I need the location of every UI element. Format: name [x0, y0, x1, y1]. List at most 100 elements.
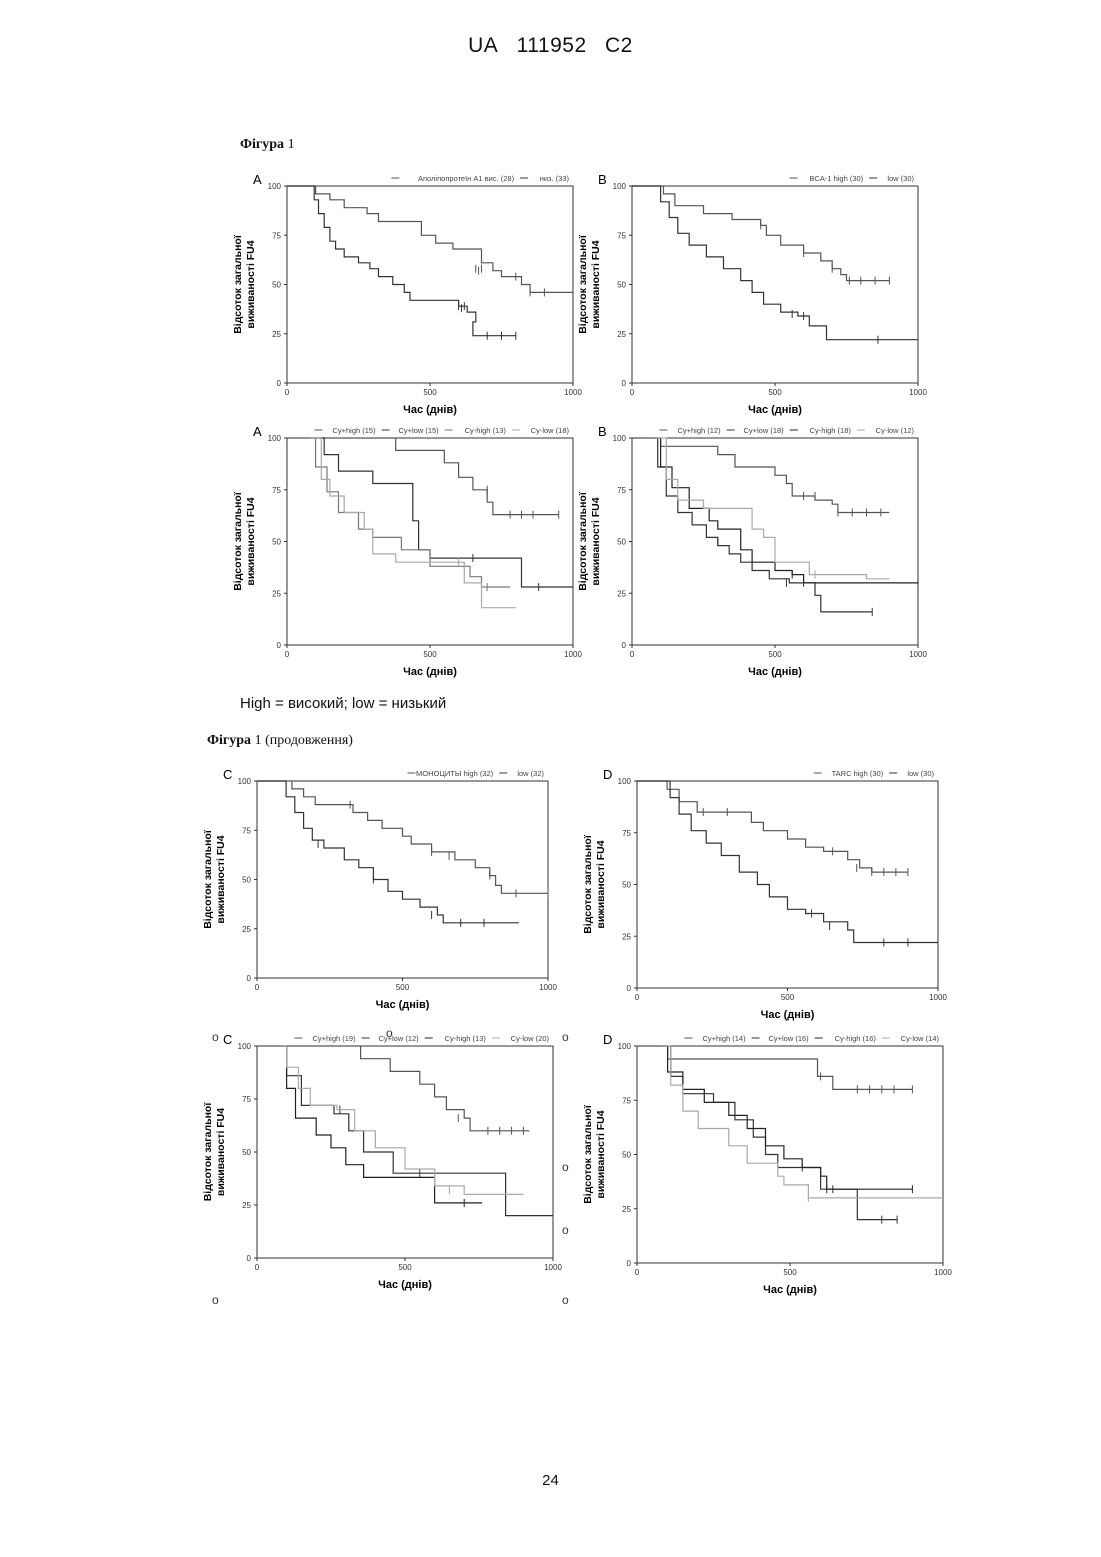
plot-frame [637, 781, 938, 988]
y-tick-label: 75 [272, 231, 281, 240]
y-tick-label: 100 [238, 1042, 252, 1051]
legend-entry: BCA-1 high (30) [809, 174, 863, 183]
plot-frame [257, 781, 548, 978]
x-tick-label: 0 [255, 983, 260, 992]
legend-entry: Cy+high (12) [677, 426, 721, 435]
legend-entry: Cy-high (13) [465, 426, 507, 435]
y-tick-label: 0 [277, 379, 282, 388]
x-tick-label: 0 [285, 650, 290, 659]
x-axis-label: Час (днів) [761, 1009, 815, 1021]
y-axis-label-line2: виживаності FU4 [245, 240, 257, 328]
x-tick-label: 500 [768, 650, 782, 659]
legend-entry: МОНОЦИТЫ high (32) [416, 769, 494, 778]
y-tick-label: 0 [247, 1254, 252, 1263]
legend-entry: Cy+high (15) [332, 426, 376, 435]
figure-continued-title: Фігура 1 (продовження) [207, 733, 353, 749]
x-axis-label: Час (днів) [403, 666, 457, 678]
survival-curve [662, 1046, 944, 1198]
y-tick-label: 0 [627, 984, 632, 993]
x-tick-label: 1000 [909, 650, 927, 659]
legend-entry: Cy-high (13) [445, 1034, 487, 1043]
y-tick-label: 100 [618, 777, 632, 786]
y-axis-label-line1: Відсоток загальної [582, 834, 594, 934]
panel-letter: A [253, 424, 262, 439]
x-tick-label: 1000 [929, 993, 947, 1002]
chart-panel-B1: Blow (30)BCA-1 high (30)0255075100050010… [570, 170, 930, 425]
survival-curve [257, 781, 519, 923]
margin-circle-mark: o [212, 1030, 219, 1044]
x-tick-label: 500 [423, 650, 437, 659]
y-tick-label: 0 [277, 641, 282, 650]
x-tick-label: 1000 [539, 983, 557, 992]
x-tick-label: 0 [285, 388, 290, 397]
y-tick-label: 75 [617, 486, 626, 495]
patent-number: 111952 [517, 34, 587, 57]
survival-curve [662, 1046, 898, 1220]
y-tick-label: 50 [272, 538, 281, 547]
x-tick-label: 500 [781, 993, 795, 1002]
margin-circle-mark: o [212, 1293, 219, 1307]
y-axis-label-line2: виживаності FU4 [595, 1110, 607, 1198]
figure-label: Фігура [207, 733, 251, 748]
y-tick-label: 0 [627, 1259, 632, 1268]
x-tick-label: 1000 [909, 388, 927, 397]
survival-curve [655, 438, 918, 583]
panel-letter: B [598, 172, 607, 187]
abbreviation-note: High = високий; low = низький [240, 695, 446, 712]
chart-panel-D2: DCy-low (14)Cy-high (16)Cy+low (16)Cy+hi… [575, 1030, 955, 1305]
y-axis-label-line2: виживаності FU4 [245, 497, 257, 585]
legend-entry: Cy-low (12) [876, 426, 915, 435]
y-tick-label: 100 [618, 1042, 632, 1051]
panel-letter: A [253, 172, 262, 187]
y-tick-label: 25 [622, 932, 631, 941]
figure-continued-suffix: (продовження) [265, 733, 353, 748]
legend-entry: Cy+low (15) [398, 426, 439, 435]
x-tick-label: 0 [630, 388, 635, 397]
margin-circle-mark: o [562, 1223, 569, 1237]
y-tick-label: 25 [242, 1201, 251, 1210]
legend-entry: Cy-high (18) [810, 426, 852, 435]
survival-curve [281, 1046, 524, 1194]
legend-entry: Cy-low (14) [901, 1034, 940, 1043]
y-tick-label: 50 [622, 1151, 631, 1160]
survival-curve [655, 438, 872, 612]
survival-curve [310, 438, 510, 587]
figure-label: Фігура [240, 137, 284, 152]
y-axis-label-line1: Відсоток загальної [232, 491, 244, 591]
y-tick-label: 50 [242, 1148, 251, 1157]
y-tick-label: 25 [272, 589, 281, 598]
y-tick-label: 100 [238, 777, 252, 786]
survival-curve [632, 186, 918, 340]
x-tick-label: 500 [398, 1263, 412, 1272]
legend-entry: low (32) [517, 769, 544, 778]
plot-frame [287, 438, 573, 645]
figure-number: 1 [288, 137, 295, 152]
y-axis-label-line2: виживаності FU4 [215, 835, 227, 923]
y-axis-label-line1: Відсоток загальної [577, 234, 589, 334]
y-axis-label-line2: виживаності FU4 [215, 1108, 227, 1196]
y-tick-label: 25 [272, 330, 281, 339]
panel-letter: D [603, 1032, 612, 1047]
x-axis-label: Час (днів) [378, 1279, 432, 1291]
x-tick-label: 500 [423, 388, 437, 397]
chart-panel-A1: Aниз. (33)Аполіпопротеїн А1 вис. (28)025… [225, 170, 585, 425]
y-tick-label: 25 [617, 330, 626, 339]
y-tick-label: 50 [272, 281, 281, 290]
survival-curve [281, 1046, 482, 1203]
panel-letter: D [603, 767, 612, 782]
x-axis-label: Час (днів) [403, 404, 457, 416]
y-tick-label: 0 [622, 641, 627, 650]
legend-entry: Cy-low (18) [531, 426, 570, 435]
legend-entry: Cy+low (16) [768, 1034, 809, 1043]
x-axis-label: Час (днів) [748, 666, 802, 678]
y-tick-label: 100 [268, 182, 282, 191]
y-axis-label-line2: виживаності FU4 [590, 240, 602, 328]
margin-circle-mark: o [562, 1030, 569, 1044]
margin-circle-mark: o [386, 1026, 393, 1040]
y-axis-label-line1: Відсоток загальної [202, 829, 214, 929]
survival-curve [632, 186, 889, 281]
y-tick-label: 100 [613, 182, 627, 191]
y-axis-label-line1: Відсоток загальної [577, 491, 589, 591]
x-tick-label: 0 [255, 1263, 260, 1272]
survival-curve [637, 1046, 912, 1089]
